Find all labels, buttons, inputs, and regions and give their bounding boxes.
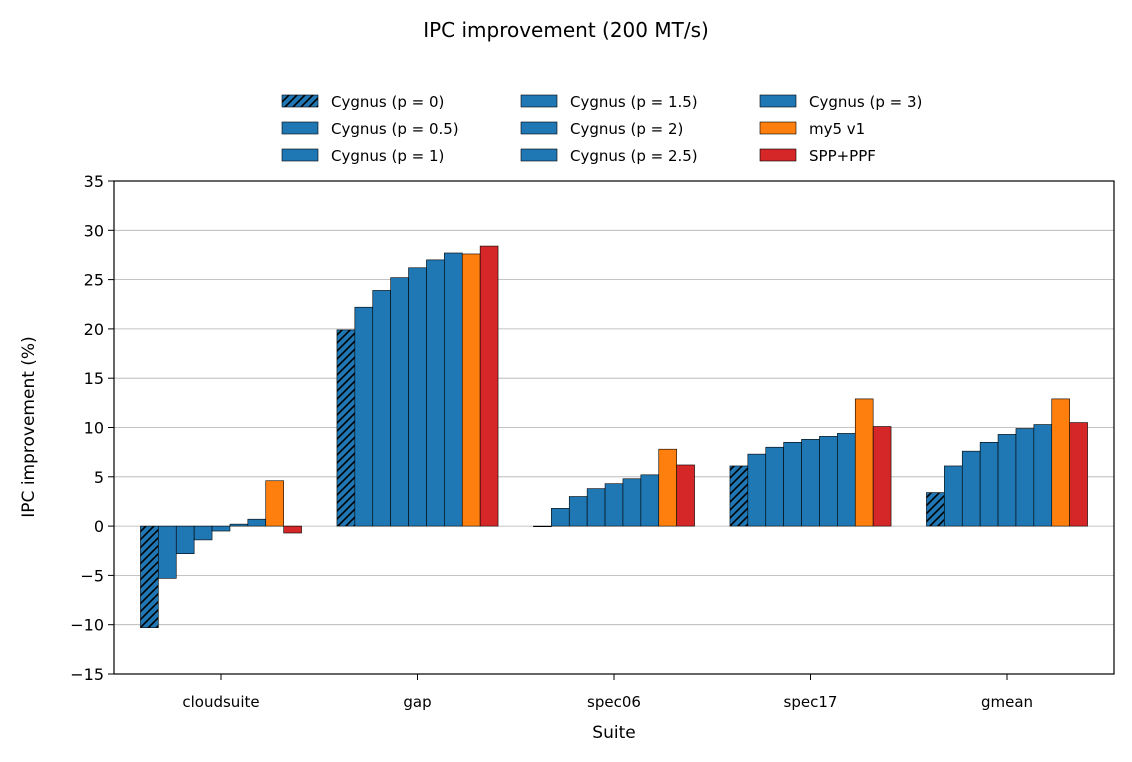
legend-swatch-3 <box>520 94 558 108</box>
bar-spec06-series-3 <box>586 488 606 527</box>
y-tick-label: 0 <box>94 517 104 536</box>
bar-gap-series-7 <box>461 253 481 527</box>
bar-spec17-series-4 <box>801 439 820 527</box>
legend-label-1: Cygnus (p = 0.5) <box>331 120 459 138</box>
legend-label-3: Cygnus (p = 1.5) <box>570 93 698 111</box>
x-axis-label: Suite <box>592 723 635 743</box>
bar-cloudsuite-series-0 <box>140 525 159 628</box>
y-tick-label: −5 <box>80 566 104 585</box>
bar-spec06-series-2 <box>568 496 588 527</box>
y-axis-label: IPC improvement (%) <box>19 336 39 517</box>
legend-swatch-6 <box>759 94 797 108</box>
x-tick-label-gap: gap <box>403 693 431 711</box>
y-tick-label: 10 <box>84 419 104 438</box>
legend-swatch-8 <box>759 148 797 162</box>
x-tick-label-spec17: spec17 <box>784 693 838 711</box>
bar-gap-series-4 <box>408 267 427 527</box>
bar-spec17-series-6 <box>837 433 856 527</box>
bar-spec17-series-2 <box>765 446 784 527</box>
bar-spec06-series-8 <box>676 464 695 527</box>
y-axis: −15 −10 −5 0 5 10 15 20 25 30 35 <box>70 172 114 684</box>
bar-spec06-series-1 <box>551 508 570 527</box>
y-tick-label: 25 <box>84 271 104 290</box>
bar-cloudsuite-series-3 <box>193 525 213 541</box>
y-tick-label: −10 <box>70 616 104 635</box>
bar-gap-series-8 <box>479 245 499 527</box>
bar-spec17-series-7 <box>854 398 874 527</box>
bar-gmean-series-3 <box>979 441 999 527</box>
legend-label-0: Cygnus (p = 0) <box>331 93 444 111</box>
bar-spec06-series-4 <box>604 483 624 527</box>
bar-spec17-series-5 <box>819 436 838 527</box>
y-tick-label: −15 <box>70 665 104 684</box>
legend-label-8: SPP+PPF <box>809 147 876 165</box>
bar-gap-series-2 <box>372 290 391 527</box>
x-axis: cloudsuite gap spec06 spec17 gmean <box>182 674 1033 711</box>
bar-cloudsuite-series-5 <box>229 523 249 527</box>
bar-cloudsuite-series-8 <box>283 525 302 534</box>
bar-gmean-series-4 <box>997 434 1017 527</box>
bar-spec17-series-0 <box>729 465 749 527</box>
bar-gap-series-1 <box>354 306 374 527</box>
bar-spec06-series-7 <box>658 448 677 527</box>
gridlines <box>114 229 1114 626</box>
legend-swatch-2 <box>281 148 319 162</box>
bar-gap-series-0 <box>336 329 356 527</box>
bar-gmean-series-0 <box>926 492 945 527</box>
legend-swatch-0 <box>281 94 319 108</box>
bar-cloudsuite-series-7 <box>265 480 284 527</box>
bar-spec17-series-3 <box>783 441 802 527</box>
bars <box>140 245 1088 628</box>
legend-label-7: my5 v1 <box>809 120 865 138</box>
bar-spec06-series-6 <box>640 474 660 527</box>
x-tick-label-spec06: spec06 <box>587 693 641 711</box>
legend-swatch-5 <box>520 148 558 162</box>
x-tick-label-gmean: gmean <box>981 693 1033 711</box>
legend-label-5: Cygnus (p = 2.5) <box>570 147 698 165</box>
bar-gmean-series-5 <box>1015 428 1035 527</box>
y-tick-label: 5 <box>94 468 104 487</box>
legend-label-6: Cygnus (p = 3) <box>809 93 922 111</box>
bar-cloudsuite-series-2 <box>175 525 195 555</box>
plot-frame <box>113 180 1115 675</box>
bar-gap-series-6 <box>444 252 463 527</box>
legend-swatch-7 <box>759 121 797 135</box>
bar-gmean-series-2 <box>961 450 981 527</box>
bar-gmean-series-8 <box>1069 422 1088 527</box>
chart-title: IPC improvement (200 MT/s) <box>423 18 709 42</box>
bar-spec06-series-0 <box>533 525 552 527</box>
bar-cloudsuite-series-4 <box>211 525 231 532</box>
bar-gmean-series-1 <box>944 465 963 527</box>
legend-swatch-4 <box>520 121 558 135</box>
bar-spec17-series-1 <box>747 453 767 527</box>
bar-spec17-series-8 <box>872 426 892 527</box>
x-tick-label-cloudsuite: cloudsuite <box>182 693 259 711</box>
y-tick-label: 30 <box>84 221 104 240</box>
y-tick-label: 35 <box>84 172 104 191</box>
y-tick-label: 15 <box>84 369 104 388</box>
legend-label-4: Cygnus (p = 2) <box>570 120 683 138</box>
bar-gmean-series-7 <box>1051 398 1070 527</box>
bar-cloudsuite-series-6 <box>247 518 267 527</box>
y-tick-label: 20 <box>84 320 104 339</box>
bar-gap-series-5 <box>426 259 445 527</box>
legend-label-2: Cygnus (p = 1) <box>331 147 444 165</box>
bar-spec06-series-5 <box>622 478 642 527</box>
bar-gmean-series-6 <box>1033 424 1053 527</box>
bar-gap-series-3 <box>390 277 409 527</box>
legend: Cygnus (p = 0) Cygnus (p = 0.5) Cygnus (p … <box>281 93 922 165</box>
bar-cloudsuite-series-1 <box>158 525 177 579</box>
legend-swatch-1 <box>281 121 319 135</box>
